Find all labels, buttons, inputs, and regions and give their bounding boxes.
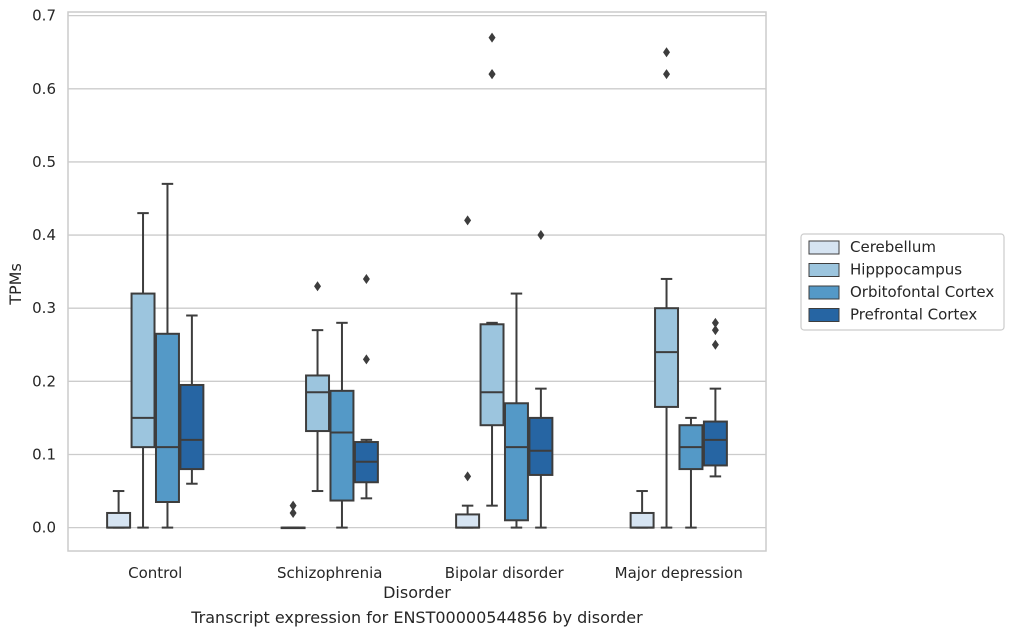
legend-label: Prefrontal Cortex bbox=[850, 306, 977, 324]
outlier-point bbox=[537, 230, 545, 241]
outlier-point bbox=[314, 281, 322, 292]
box-prefrontal-cortex bbox=[702, 317, 728, 478]
box-body bbox=[528, 416, 554, 476]
outlier-point bbox=[464, 471, 472, 482]
chart-caption: Transcript expression for ENST0000054485… bbox=[191, 608, 643, 627]
box-hipppocampus bbox=[305, 281, 331, 493]
y-axis-label: TPMs bbox=[6, 263, 25, 306]
box-hipppocampus bbox=[130, 212, 156, 529]
x-tick-label: Major depression bbox=[615, 564, 743, 582]
plot-frame bbox=[67, 11, 767, 552]
y-tick-label: 0.3 bbox=[32, 299, 56, 317]
y-tick-label: 0.2 bbox=[32, 372, 56, 390]
outlier-point bbox=[711, 317, 719, 328]
box-prefrontal-cortex bbox=[179, 314, 205, 485]
legend-label: Cerebellum bbox=[850, 238, 936, 256]
outlier-point bbox=[362, 354, 370, 365]
outlier-point bbox=[711, 325, 719, 336]
y-tick-label: 0.6 bbox=[32, 80, 56, 98]
box-body bbox=[654, 307, 680, 408]
outlier-point bbox=[464, 215, 472, 226]
box-body bbox=[106, 511, 132, 529]
legend-label: Hipppocampus bbox=[850, 261, 962, 279]
y-tick-label: 0.5 bbox=[32, 153, 56, 171]
y-tick-label: 0.4 bbox=[32, 226, 56, 244]
box-hipppocampus bbox=[479, 32, 505, 507]
box-orbitofontal-cortex bbox=[678, 416, 704, 529]
box-cerebellum bbox=[629, 490, 655, 529]
y-tick-label: 0.1 bbox=[32, 445, 56, 463]
y-tick-label: 0.0 bbox=[32, 519, 56, 537]
outlier-point bbox=[488, 32, 496, 43]
x-tick-label: Bipolar disorder bbox=[445, 564, 565, 582]
legend-swatch bbox=[808, 308, 840, 322]
box-body bbox=[455, 513, 481, 529]
box-groups bbox=[106, 32, 728, 530]
box-orbitofontal-cortex bbox=[329, 321, 355, 529]
legend-frame bbox=[800, 233, 1005, 331]
outlier-point bbox=[362, 273, 370, 284]
x-axis-label: Disorder bbox=[383, 583, 451, 602]
box-body bbox=[130, 292, 156, 449]
legend-label: Orbitofontal Cortex bbox=[850, 283, 994, 301]
legend: Cerebellum Hipppocampus Orbitofontal Corte… bbox=[800, 233, 1005, 331]
outlier-point bbox=[289, 507, 297, 518]
box-body bbox=[479, 323, 505, 427]
outlier-point bbox=[711, 339, 719, 350]
box-prefrontal-cortex bbox=[528, 230, 554, 529]
x-tick-label: Schizophrenia bbox=[277, 564, 382, 582]
box-prefrontal-cortex bbox=[353, 273, 379, 500]
legend-swatch bbox=[808, 263, 840, 277]
box-body bbox=[702, 420, 728, 467]
box-body bbox=[629, 511, 655, 529]
x-tick-label: Control bbox=[128, 564, 182, 582]
box-body bbox=[305, 374, 331, 433]
outlier-point bbox=[663, 69, 671, 80]
box-cerebellum bbox=[106, 490, 132, 529]
box-cerebellum bbox=[280, 500, 306, 530]
outlier-point bbox=[488, 69, 496, 80]
box-body bbox=[503, 402, 529, 522]
box-body bbox=[329, 389, 355, 502]
box-cerebellum bbox=[455, 215, 481, 529]
box-body bbox=[179, 383, 205, 471]
y-tick-labels: 0.0 0.1 0.2 0.3 0.4 0.5 0.6 0.7 bbox=[32, 7, 56, 537]
y-tick-label: 0.7 bbox=[32, 7, 56, 25]
x-tick-labels: Control Schizophrenia Bipolar disorder Majo… bbox=[128, 564, 743, 582]
box-orbitofontal-cortex bbox=[503, 292, 529, 529]
legend-swatch bbox=[808, 240, 840, 255]
legend-swatch bbox=[808, 285, 840, 300]
box-hipppocampus bbox=[654, 47, 680, 529]
outlier-point bbox=[289, 500, 297, 511]
outlier-point bbox=[663, 47, 671, 58]
box-body bbox=[154, 332, 180, 503]
box-orbitofontal-cortex bbox=[154, 182, 180, 529]
